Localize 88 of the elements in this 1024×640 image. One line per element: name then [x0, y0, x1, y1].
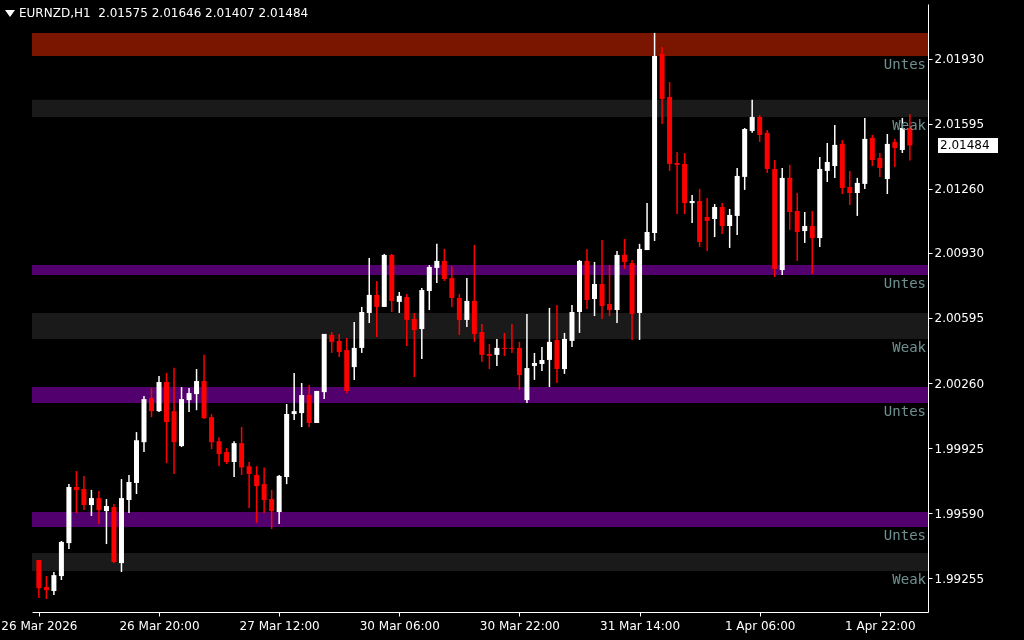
- candlestick: [103, 498, 109, 545]
- x-tick-label: 1 Apr 22:00: [845, 618, 916, 633]
- y-tick-label: 2.01260: [934, 182, 985, 197]
- candlestick: [869, 134, 875, 167]
- y-tick-label: 2.01595: [934, 117, 985, 132]
- x-tick-label: 26 Mar 2026: [1, 618, 78, 633]
- band-label: Untes: [883, 402, 926, 419]
- chart-title: EURNZD,H1 2.01575 2.01646 2.01407 2.01484: [19, 6, 309, 20]
- y-tick-label: 2.00595: [934, 311, 985, 326]
- candlestick: [539, 346, 545, 372]
- candlestick: [366, 257, 372, 324]
- candlestick: [877, 152, 883, 178]
- candlestick: [757, 114, 763, 143]
- candlestick: [847, 170, 853, 206]
- candlestick: [43, 575, 49, 600]
- band-label: Untes: [883, 527, 926, 543]
- candlestick: [246, 461, 252, 509]
- candlestick: [704, 197, 710, 252]
- candlestick: [674, 151, 680, 215]
- y-tick-label: 2.00930: [934, 246, 985, 261]
- x-tick-label: 31 Mar 14:00: [599, 618, 681, 633]
- candlestick: [336, 333, 342, 358]
- candlestick: [329, 331, 335, 354]
- candlestick: [88, 489, 94, 517]
- candlestick: [607, 264, 613, 317]
- text: 2.01484: [940, 138, 990, 153]
- x-tick-label: 27 Mar 12:00: [239, 618, 320, 633]
- x-tick-label: 1 Apr 06:00: [724, 618, 796, 633]
- candlestick: [149, 387, 154, 418]
- candlestick: [231, 440, 237, 478]
- candlestick: [802, 211, 808, 244]
- candlestick: [494, 338, 500, 367]
- candlestick: [712, 203, 718, 238]
- candlestick: [374, 280, 380, 338]
- candlestick: [531, 352, 537, 381]
- candlestick: [599, 239, 605, 320]
- candlestick: [486, 343, 492, 370]
- band-label: Weak: [892, 571, 927, 588]
- candlestick: [809, 210, 815, 275]
- candlestick: [449, 265, 455, 308]
- y-tick-label: 1.99255: [934, 571, 985, 586]
- candlestick: [689, 194, 695, 224]
- candlestick: [479, 323, 485, 363]
- candlestick: [411, 312, 417, 378]
- candlestick: [644, 202, 650, 251]
- candlestick: [434, 243, 440, 284]
- candlestick: [126, 474, 132, 514]
- candlestick: [794, 192, 800, 262]
- candlestick: [727, 208, 733, 249]
- candlestick: [291, 372, 297, 421]
- candlestick: [269, 489, 275, 530]
- candlestick: [854, 177, 860, 217]
- candlestick: [396, 291, 402, 314]
- candlestick: [186, 387, 192, 413]
- band-label: Untes: [883, 56, 926, 73]
- candlestick: [81, 475, 87, 511]
- candlestick: [261, 466, 267, 514]
- candlestick: [592, 261, 597, 317]
- candlestick: [719, 202, 725, 235]
- x-tick-label: 26 Mar 20:00: [119, 618, 200, 633]
- y-tick-label: 1.99590: [934, 506, 985, 521]
- candlestick: [464, 277, 470, 328]
- candlestick: [96, 490, 102, 525]
- candlestick: [404, 293, 410, 347]
- candlestick: [441, 248, 447, 282]
- candlestick: [824, 142, 830, 183]
- y-tick-label: 1.99925: [934, 441, 985, 456]
- x-tick-label: 30 Mar 22:00: [479, 618, 560, 633]
- candlestick: [546, 307, 552, 388]
- candlestick: [832, 124, 838, 179]
- candlestick: [456, 293, 462, 336]
- candlestick: [622, 238, 628, 270]
- candlestick: [351, 321, 357, 381]
- candlestick: [73, 470, 79, 514]
- candlestick: [892, 138, 898, 168]
- candlestick: [216, 436, 222, 468]
- candlestick: [501, 332, 507, 357]
- y-tick-label: 2.01930: [934, 52, 985, 67]
- band-label: Weak: [892, 338, 927, 355]
- candlestick: [194, 368, 200, 411]
- candlestick: [299, 382, 305, 428]
- candlestick: [509, 323, 515, 354]
- candlestick: [749, 99, 755, 134]
- candlestick: [254, 465, 260, 524]
- candlestick: [51, 571, 57, 596]
- y-tick-label: 2.00260: [934, 376, 985, 391]
- band-label: Untes: [883, 274, 926, 291]
- x-tick-label: 30 Mar 06:00: [359, 618, 440, 633]
